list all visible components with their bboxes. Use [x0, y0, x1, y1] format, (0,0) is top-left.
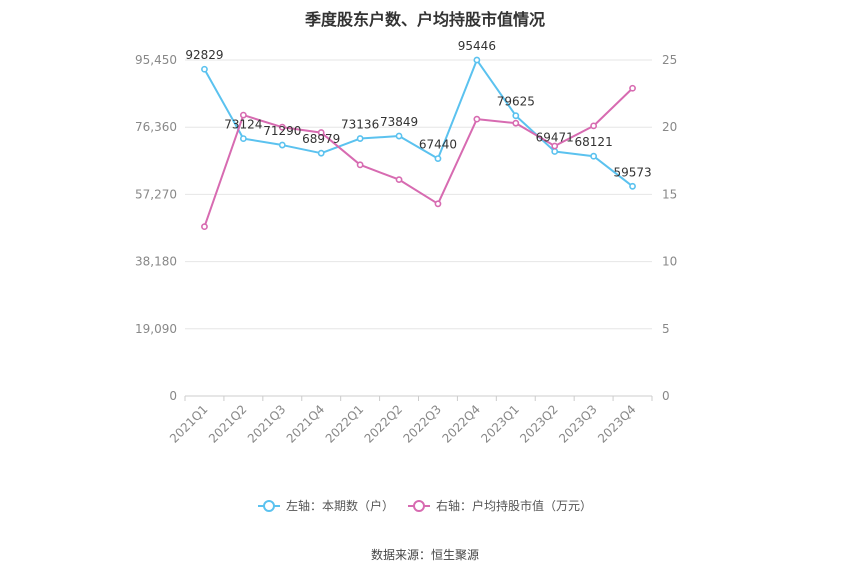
data-label: 95446 [458, 39, 496, 53]
left-axis-tick-label: 0 [169, 389, 177, 403]
x-axis-tick-label: 2021Q1 [167, 402, 211, 446]
legend-label: 右轴：户均持股市值（万元） [436, 498, 592, 513]
right-axis-tick-label: 10 [662, 255, 677, 269]
data-label: 68121 [575, 135, 613, 149]
data-label: 73124 [224, 118, 262, 132]
data-label: 92829 [185, 48, 223, 62]
x-axis-tick-label: 2023Q4 [595, 402, 639, 446]
right-axis-tick-label: 5 [662, 322, 670, 336]
series-1-point [356, 135, 364, 142]
left-axis-tick-label: 95,450 [135, 53, 177, 67]
data-label: 69471 [536, 130, 574, 144]
x-axis-tick-label: 2022Q3 [401, 402, 445, 446]
series-1-point [395, 132, 403, 140]
series-2-point [239, 111, 247, 119]
right-axis-tick-label: 0 [662, 389, 670, 403]
series-1-point [629, 182, 636, 190]
legend-marker [263, 500, 275, 512]
series-2-point [317, 129, 325, 136]
chart-title: 季度股东户数、户均持股市值情况 [304, 10, 545, 29]
series-1-point [239, 135, 247, 142]
x-axis-tick-label: 2022Q4 [439, 402, 483, 446]
series-2-point [629, 84, 636, 92]
legend-marker [413, 500, 425, 512]
series-2-point [551, 142, 559, 150]
x-axis-tick-label: 2021Q3 [245, 402, 289, 446]
series-1-point [512, 112, 520, 120]
x-axis-tick-label: 2022Q1 [323, 402, 367, 446]
chart-source: 数据来源：恒生聚源 [370, 548, 479, 562]
x-axis-tick-label: 2023Q3 [556, 402, 600, 446]
series-1-point [473, 56, 481, 64]
data-label: 68979 [302, 132, 340, 146]
data-label: 73849 [380, 115, 418, 129]
series-2-point [434, 200, 442, 208]
data-label: 67440 [419, 138, 457, 152]
data-label: 71290 [263, 124, 301, 138]
data-label: 79625 [497, 95, 535, 109]
series-2-point [395, 176, 403, 184]
data-label: 59573 [613, 165, 651, 179]
x-axis-tick-label: 2023Q2 [517, 402, 561, 446]
x-axis-tick-label: 2023Q1 [478, 402, 522, 446]
left-axis-tick-label: 57,270 [135, 187, 177, 201]
x-axis-tick-label: 2021Q2 [206, 402, 250, 446]
right-axis-tick-label: 15 [662, 187, 677, 201]
x-axis-tick-label: 2022Q2 [362, 402, 406, 446]
right-axis-tick-label: 20 [662, 120, 677, 134]
left-axis-tick-label: 19,090 [135, 322, 177, 336]
series-2-point [512, 119, 520, 127]
legend-label: 左轴：本期数（户） [286, 498, 394, 513]
x-axis-tick-label: 2021Q4 [284, 402, 328, 446]
series-2-point [356, 161, 364, 169]
series-2-point [201, 223, 208, 231]
right-axis-tick-label: 25 [662, 53, 677, 67]
series-2-point [590, 122, 598, 130]
series-line-1 [203, 59, 634, 188]
series-1-point [317, 149, 325, 157]
series-1-point [278, 141, 286, 149]
data-label: 73136 [341, 118, 379, 132]
series-2-point [473, 115, 481, 123]
series-1-point [434, 155, 442, 162]
series-1-point [590, 152, 598, 160]
series-1-point [551, 148, 559, 155]
left-axis-tick-label: 38,180 [135, 255, 177, 269]
series-1-point [201, 65, 208, 73]
left-axis-tick-label: 76,360 [135, 120, 177, 134]
series-2-point [278, 123, 286, 131]
series-line-2 [203, 87, 634, 227]
